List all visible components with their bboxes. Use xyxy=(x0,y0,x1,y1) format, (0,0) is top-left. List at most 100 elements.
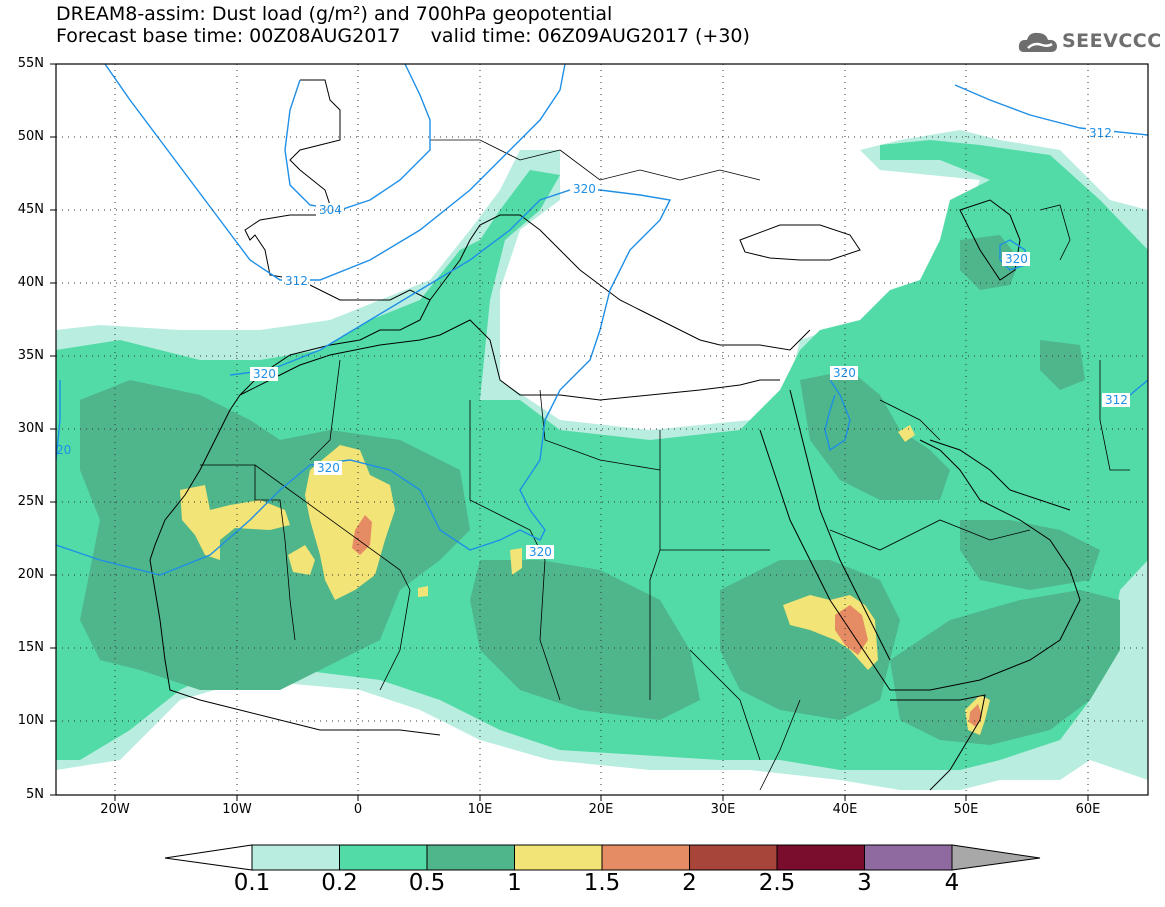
dust-region-high xyxy=(418,586,428,597)
contour-label: 20 xyxy=(56,443,71,457)
contour-label: 320 xyxy=(529,545,552,559)
border xyxy=(309,359,341,461)
contour-label: 320 xyxy=(253,367,276,381)
colorbar-segment xyxy=(339,844,428,871)
colorbar-segment xyxy=(514,844,603,871)
lat-label: 45N xyxy=(17,202,44,217)
lon-label: 50E xyxy=(953,802,979,817)
border xyxy=(759,699,801,791)
lat-label: 10N xyxy=(17,713,44,728)
border xyxy=(689,649,761,761)
dust-region-high xyxy=(288,545,315,575)
lon-label: 20W xyxy=(100,802,130,817)
contour-312-west xyxy=(104,64,566,281)
coastline-red-sea-west xyxy=(759,429,891,691)
lat-label: 40N xyxy=(17,275,44,290)
colorbar-label: 2 xyxy=(682,870,697,896)
dust-region-dense xyxy=(1040,340,1085,390)
dust-region-high xyxy=(180,485,290,560)
contour-label: 312 xyxy=(285,274,308,288)
colorbar-label: 0.2 xyxy=(321,870,358,896)
colorbar-segment xyxy=(689,844,778,871)
border xyxy=(379,589,411,691)
lat-label: 15N xyxy=(17,640,44,655)
contour-label: 320 xyxy=(1005,252,1028,266)
contour-label: 320 xyxy=(833,366,856,380)
lon-label: 0 xyxy=(353,802,363,817)
border xyxy=(539,559,561,701)
coastline-north-africa xyxy=(239,319,780,401)
coastlines xyxy=(149,79,1081,791)
coastline-caspian xyxy=(959,199,1021,281)
coastline-persian-gulf xyxy=(929,439,1071,511)
dust-region-very-high xyxy=(835,605,868,655)
lat-label: 5N xyxy=(26,787,44,802)
colorbar-label: 4 xyxy=(944,870,960,896)
colorbar-max-arrow xyxy=(951,844,1041,871)
colorbar-segment xyxy=(864,844,953,871)
coastline-black-sea xyxy=(739,224,861,261)
border xyxy=(1099,360,1130,471)
lat-label: 30N xyxy=(17,421,44,436)
dust-region-high xyxy=(898,425,915,442)
contour-left-edge xyxy=(56,380,61,461)
contour-label: 304 xyxy=(319,203,342,217)
dust-region-high xyxy=(305,445,395,600)
colorbar-label: 0.1 xyxy=(233,870,271,896)
colorbar-segment xyxy=(601,844,690,871)
colorbar-segment xyxy=(776,844,865,871)
lon-label: 20E xyxy=(588,802,614,817)
dust-region-dense xyxy=(890,590,1120,745)
coastline-mediterranean xyxy=(429,214,811,351)
lon-label: 40E xyxy=(832,802,858,817)
contour-304 xyxy=(284,64,431,211)
lon-label: 60E xyxy=(1075,802,1101,817)
border xyxy=(649,549,661,700)
coastline-arabia xyxy=(890,439,1081,691)
colorbar-label: 2.5 xyxy=(758,870,796,896)
border xyxy=(430,139,561,161)
border xyxy=(829,519,1031,551)
contour-label: 320 xyxy=(573,182,596,196)
colorbar-label: 1.5 xyxy=(583,870,621,896)
axis-ticks xyxy=(50,63,1089,801)
coastline-horn-of-africa xyxy=(890,694,986,791)
contour-label: 312 xyxy=(1105,393,1128,407)
contour-label: 320 xyxy=(317,461,340,475)
colorbar-segment xyxy=(251,844,340,871)
dust-region-high xyxy=(510,548,522,575)
lon-label: 10W xyxy=(222,802,252,817)
contour-320-east xyxy=(824,379,851,452)
border xyxy=(559,149,761,181)
coastline-red-sea-east xyxy=(789,389,891,661)
dust-region-dense xyxy=(470,560,700,720)
border xyxy=(879,399,941,441)
lon-label: 30E xyxy=(710,802,736,817)
lat-label: 35N xyxy=(17,348,44,363)
dust-region-dense xyxy=(960,520,1100,590)
seevccc-logo: SEEVCCC xyxy=(1016,26,1161,60)
map-frame xyxy=(55,63,1149,796)
lon-label: 10E xyxy=(467,802,493,817)
colorbar-label: 3 xyxy=(857,870,872,896)
lat-label: 25N xyxy=(17,494,44,509)
map-subtitle: Forecast base time: 00Z08AUG2017 valid t… xyxy=(56,25,750,47)
border xyxy=(539,389,661,471)
border xyxy=(1039,204,1071,261)
lat-label: 50N xyxy=(17,129,44,144)
logo-text: SEEVCCC xyxy=(1062,30,1162,52)
graticule xyxy=(56,64,1148,795)
colorbar-label: 1 xyxy=(507,870,522,896)
coastline-west-africa xyxy=(149,559,441,736)
lat-label: 20N xyxy=(17,567,44,582)
country-borders xyxy=(200,139,1130,791)
dust-region-very-high xyxy=(352,515,372,555)
map-title: DREAM8-assim: Dust load (g/m²) and 700hP… xyxy=(56,3,613,25)
border xyxy=(254,464,411,591)
colorbar-label: 0.5 xyxy=(408,870,446,896)
dust-region-dense xyxy=(80,380,470,690)
lat-label: 55N xyxy=(17,56,44,71)
colorbar-segment xyxy=(426,844,515,871)
